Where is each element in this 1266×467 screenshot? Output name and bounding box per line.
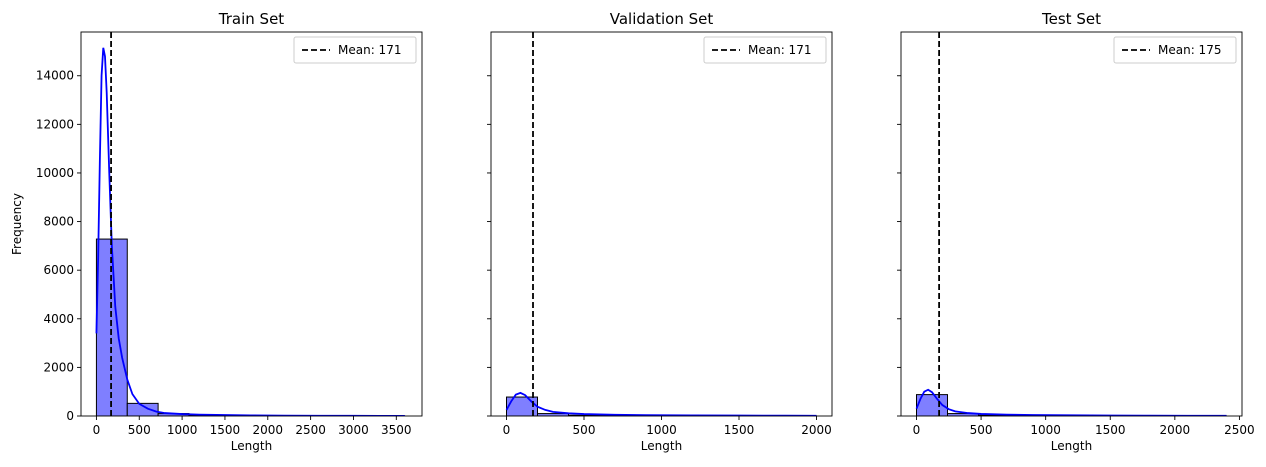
x-tick-label: 500 bbox=[970, 423, 993, 437]
kde-line bbox=[915, 388, 1227, 416]
y-tick-label: 4000 bbox=[43, 312, 74, 326]
x-axis-label: Length bbox=[641, 439, 682, 453]
x-tick-label: 500 bbox=[128, 423, 151, 437]
y-axis-label: Frequency bbox=[10, 193, 24, 255]
x-tick-label: 3500 bbox=[381, 423, 412, 437]
y-tick-label: 10000 bbox=[36, 166, 74, 180]
x-tick-label: 1000 bbox=[646, 423, 677, 437]
legend-box bbox=[293, 36, 417, 64]
histogram-bar bbox=[126, 402, 159, 416]
chart-title: Test Set bbox=[1041, 10, 1101, 28]
subplot-3: 0 500 1000 1500 2000 2500 Test Set Length Mean: … bbox=[897, 10, 1255, 453]
x-tick-label: 1500 bbox=[210, 423, 241, 437]
x-tick-label: 2500 bbox=[295, 423, 326, 437]
plot-area bbox=[915, 32, 1227, 416]
x-tick-label: 0 bbox=[503, 423, 511, 437]
legend-label: Mean: 171 bbox=[338, 43, 401, 57]
chart-title: Validation Set bbox=[610, 10, 714, 28]
legend-box bbox=[703, 36, 827, 64]
x-tick-label: 500 bbox=[573, 423, 596, 437]
legend: Mean: 171 bbox=[703, 36, 827, 64]
x-tick-label: 2000 bbox=[1160, 423, 1191, 437]
x-axis-label: Length bbox=[1051, 439, 1092, 453]
legend-label: Mean: 171 bbox=[748, 43, 811, 57]
legend-box bbox=[1113, 36, 1237, 64]
chart-title: Train Set bbox=[218, 10, 285, 28]
x-axis-label: Length bbox=[231, 439, 272, 453]
x-tick-label: 0 bbox=[93, 423, 101, 437]
x-tick-label: 1500 bbox=[724, 423, 755, 437]
plot-area bbox=[95, 32, 406, 416]
axes-frame bbox=[80, 31, 423, 417]
legend: Mean: 175 bbox=[1113, 36, 1237, 64]
y-tick-label: 12000 bbox=[36, 117, 74, 131]
axes-frame bbox=[900, 31, 1243, 417]
kde-line bbox=[505, 391, 817, 416]
legend: Mean: 171 bbox=[293, 36, 417, 64]
subplot-1: 0 500 1000 1500 2000 2500 3000 3500 0 2000 4000 600… bbox=[10, 10, 423, 453]
kde-line bbox=[95, 47, 405, 416]
axes-frame bbox=[490, 31, 833, 417]
x-tick-label: 3000 bbox=[338, 423, 369, 437]
legend-label: Mean: 175 bbox=[1158, 43, 1221, 57]
y-tick-label: 8000 bbox=[43, 215, 74, 229]
subplot-2: 0 500 1000 1500 2000 Validation Set Length Mean… bbox=[487, 10, 833, 453]
y-tick-label: 14000 bbox=[36, 69, 74, 83]
histogram-bar bbox=[95, 238, 128, 416]
x-tick-label: 1000 bbox=[1030, 423, 1061, 437]
x-tick-label: 1500 bbox=[1095, 423, 1126, 437]
y-tick-label: 0 bbox=[66, 409, 74, 423]
plot-area bbox=[505, 32, 817, 416]
x-tick-label: 2000 bbox=[801, 423, 832, 437]
y-tick-label: 6000 bbox=[43, 263, 74, 277]
x-tick-label: 2000 bbox=[253, 423, 284, 437]
x-tick-label: 2500 bbox=[1224, 423, 1255, 437]
y-tick-label: 2000 bbox=[43, 360, 74, 374]
x-tick-label: 0 bbox=[913, 423, 921, 437]
x-tick-label: 1000 bbox=[167, 423, 198, 437]
